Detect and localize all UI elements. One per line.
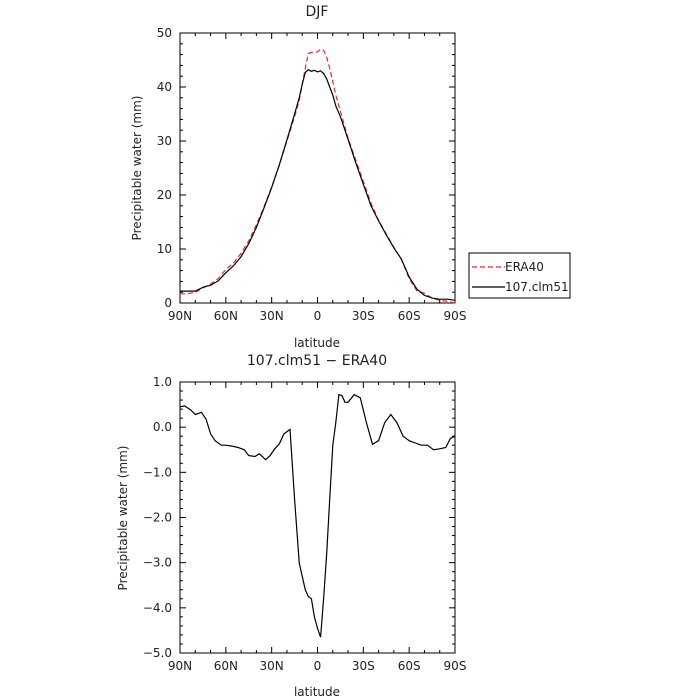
bottom-y-tick-label: −2.0	[143, 511, 172, 525]
bottom-x-tick-label: 60S	[398, 659, 421, 673]
top-y-tick-label: 20	[157, 188, 172, 202]
bottom-x-tick-label: 30S	[352, 659, 375, 673]
top-x-tick-label: 90S	[444, 309, 467, 323]
top-x-tick-label: 30N	[260, 309, 284, 323]
top-panel-title: DJF	[306, 4, 329, 20]
top-y-tick-label: 40	[157, 80, 172, 94]
legend-label-107-clm51: 107.clm51	[505, 280, 569, 294]
top-y-tick-label: 50	[157, 26, 172, 40]
top-series-line-107-clm51	[180, 68, 456, 301]
legend-box	[468, 252, 571, 299]
bottom-y-tick-label: 1.0	[153, 375, 172, 389]
bottom-y-tick-label: −3.0	[143, 556, 172, 570]
bottom-x-tick-label: 90S	[444, 659, 467, 673]
bottom-panel: 107.clm51 − ERA40 90N 60N 30N 0 30S 60S 90S −5.…	[116, 353, 466, 699]
bottom-x-tick-label: 0	[314, 659, 322, 673]
top-x-tick-label: 90N	[168, 309, 192, 323]
bottom-panel-marks: 90N 60N 30N 0 30S 60S 90S −5.0 −4.0 −3.0 −2.0 −1.0 0…	[143, 375, 467, 673]
bottom-panel-title: 107.clm51 − ERA40	[247, 353, 387, 369]
top-panel: DJF 90N 60N 30N 0 30S 60S 90S 0 10 20 30 40 50 latit…	[130, 4, 466, 350]
top-y-tick-label: 10	[157, 242, 172, 256]
top-panel-legend: ERA40 107.clm51	[468, 252, 571, 299]
top-plot-frame	[179, 32, 456, 304]
bottom-plot-frame	[179, 381, 456, 654]
top-x-tick-label: 30S	[352, 309, 375, 323]
top-series-line-era40	[180, 48, 456, 304]
top-panel-y-axis-title: Precipitable water (mm)	[130, 96, 144, 241]
bottom-series-line	[179, 393, 456, 638]
bottom-y-tick-label: −1.0	[143, 465, 172, 479]
top-panel-marks: 90N 60N 30N 0 30S 60S 90S 0 10 20 30 40 50	[157, 26, 467, 323]
bottom-x-tick-label: 30N	[260, 659, 284, 673]
top-x-tick-label: 60N	[214, 309, 238, 323]
bottom-panel-x-axis-title: latitude	[294, 685, 340, 699]
top-y-tick-label: 30	[157, 134, 172, 148]
legend-label-era40: ERA40	[505, 260, 544, 274]
bottom-x-tick-label: 90N	[168, 659, 192, 673]
bottom-y-tick-label: 0.0	[153, 420, 172, 434]
bottom-y-tick-label: −5.0	[143, 646, 172, 660]
bottom-panel-y-axis-title: Precipitable water (mm)	[116, 446, 130, 591]
top-x-tick-label: 0	[314, 309, 322, 323]
bottom-x-tick-label: 60N	[214, 659, 238, 673]
bottom-y-tick-label: −4.0	[143, 601, 172, 615]
top-x-tick-label: 60S	[398, 309, 421, 323]
top-panel-x-axis-title: latitude	[294, 336, 340, 350]
top-y-tick-label: 0	[164, 296, 172, 310]
